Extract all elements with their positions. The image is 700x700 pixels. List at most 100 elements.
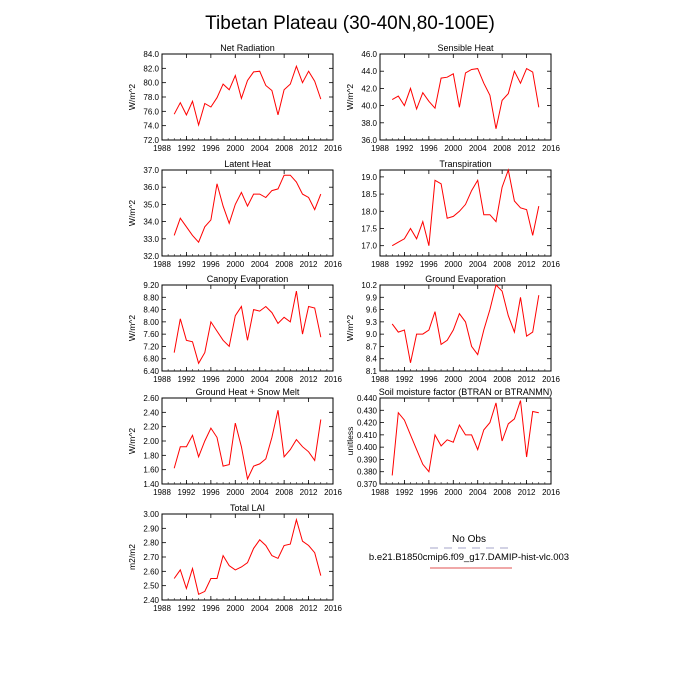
- y-tick-label: 2.90: [143, 524, 159, 533]
- y-axis-label: W/m^2: [127, 84, 137, 110]
- y-tick-label: 10.2: [361, 281, 377, 290]
- data-point: [532, 235, 533, 236]
- data-point: [216, 97, 217, 98]
- data-point: [210, 321, 211, 322]
- data-point: [290, 84, 291, 85]
- y-tick-label: 2.50: [143, 582, 159, 591]
- data-point: [284, 456, 285, 457]
- x-tick-label: 2016: [324, 260, 342, 269]
- x-tick-label: 2012: [300, 604, 318, 613]
- y-tick-label: 72.0: [143, 136, 159, 145]
- x-tick-label: 2012: [300, 260, 318, 269]
- x-tick-label: 2004: [251, 604, 269, 613]
- data-point: [216, 437, 217, 438]
- data-point: [247, 340, 248, 341]
- data-point: [290, 449, 291, 450]
- data-point: [186, 588, 187, 589]
- y-tick-label: 8.7: [366, 342, 378, 351]
- x-tick-label: 2016: [542, 488, 560, 497]
- data-point: [422, 221, 423, 222]
- y-tick-label: 34.0: [143, 218, 159, 227]
- data-point: [459, 211, 460, 212]
- data-point: [229, 565, 230, 566]
- data-point: [241, 306, 242, 307]
- x-tick-label: 1996: [420, 488, 438, 497]
- data-point: [271, 555, 272, 556]
- x-tick-label: 2012: [300, 375, 318, 384]
- data-point: [489, 214, 490, 215]
- data-point: [514, 331, 515, 332]
- data-point: [422, 334, 423, 335]
- panel-transpiration: Transpiration 1988 1992 1996 2000 2004 2008 201…: [361, 159, 560, 269]
- data-point: [229, 464, 230, 465]
- data-point: [434, 434, 435, 435]
- data-point: [434, 180, 435, 181]
- data-point: [489, 95, 490, 96]
- series-line: [173, 64, 322, 127]
- x-tick-label: 2008: [493, 375, 511, 384]
- y-tick-label: 46.0: [361, 50, 377, 59]
- data-point: [284, 317, 285, 318]
- data-point: [459, 313, 460, 314]
- x-tick-label: 1988: [371, 375, 389, 384]
- data-point: [259, 311, 260, 312]
- data-point: [483, 329, 484, 330]
- data-point: [538, 295, 539, 296]
- figure-title: Tibetan Plateau (30-40N,80-100E): [205, 13, 495, 34]
- data-point: [222, 555, 223, 556]
- x-tick-label: 2000: [444, 488, 462, 497]
- x-tick-label: 1996: [420, 260, 438, 269]
- legend-label-model: b.e21.B1850cmip6.f09_g17.DAMIP-hist-vlc.…: [369, 552, 569, 563]
- y-tick-label: 7.20: [143, 342, 159, 351]
- data-point: [416, 334, 417, 335]
- data-point: [410, 434, 411, 435]
- x-tick-label: 2000: [444, 144, 462, 153]
- data-point: [483, 214, 484, 215]
- data-point: [392, 99, 393, 100]
- y-tick-label: 2.20: [143, 423, 159, 432]
- data-point: [502, 291, 503, 292]
- y-tick-label: 38.0: [361, 119, 377, 128]
- data-point: [398, 242, 399, 243]
- data-point: [477, 68, 478, 69]
- data-point: [265, 197, 266, 198]
- data-point: [514, 200, 515, 201]
- data-point: [453, 216, 454, 217]
- y-tick-label: 8.1: [366, 367, 378, 376]
- data-point: [495, 221, 496, 222]
- data-point: [265, 458, 266, 459]
- x-tick-label: 1988: [153, 260, 171, 269]
- data-point: [392, 475, 393, 476]
- data-point: [422, 92, 423, 93]
- x-tick-label: 1992: [178, 488, 196, 497]
- series-line: [173, 174, 322, 244]
- data-point: [204, 226, 205, 227]
- x-tick-label: 1996: [202, 260, 220, 269]
- y-tick-label: 2.40: [143, 596, 159, 605]
- data-point: [210, 106, 211, 107]
- y-tick-label: 2.40: [143, 408, 159, 417]
- panel-title: Total LAI: [230, 503, 265, 513]
- x-tick-label: 1996: [202, 375, 220, 384]
- panel-title: Canopy Evaporation: [207, 274, 289, 284]
- data-point: [508, 315, 509, 316]
- data-point: [453, 329, 454, 330]
- data-point: [241, 192, 242, 193]
- x-tick-label: 1992: [396, 144, 414, 153]
- panel-title: Soil moisture factor (BTRAN or BTRANMN): [379, 387, 553, 397]
- data-point: [186, 226, 187, 227]
- y-tick-label: 2.00: [143, 437, 159, 446]
- x-tick-label: 2000: [226, 144, 244, 153]
- data-point: [296, 291, 297, 292]
- data-point: [192, 568, 193, 569]
- x-tick-label: 1996: [202, 488, 220, 497]
- y-axis-label: W/m^2: [345, 84, 355, 110]
- data-point: [259, 539, 260, 540]
- data-point: [204, 440, 205, 441]
- data-point: [471, 346, 472, 347]
- y-axis-label: m2/m2: [127, 544, 137, 570]
- y-tick-label: 8.80: [143, 293, 159, 302]
- data-point: [302, 446, 303, 447]
- data-point: [434, 311, 435, 312]
